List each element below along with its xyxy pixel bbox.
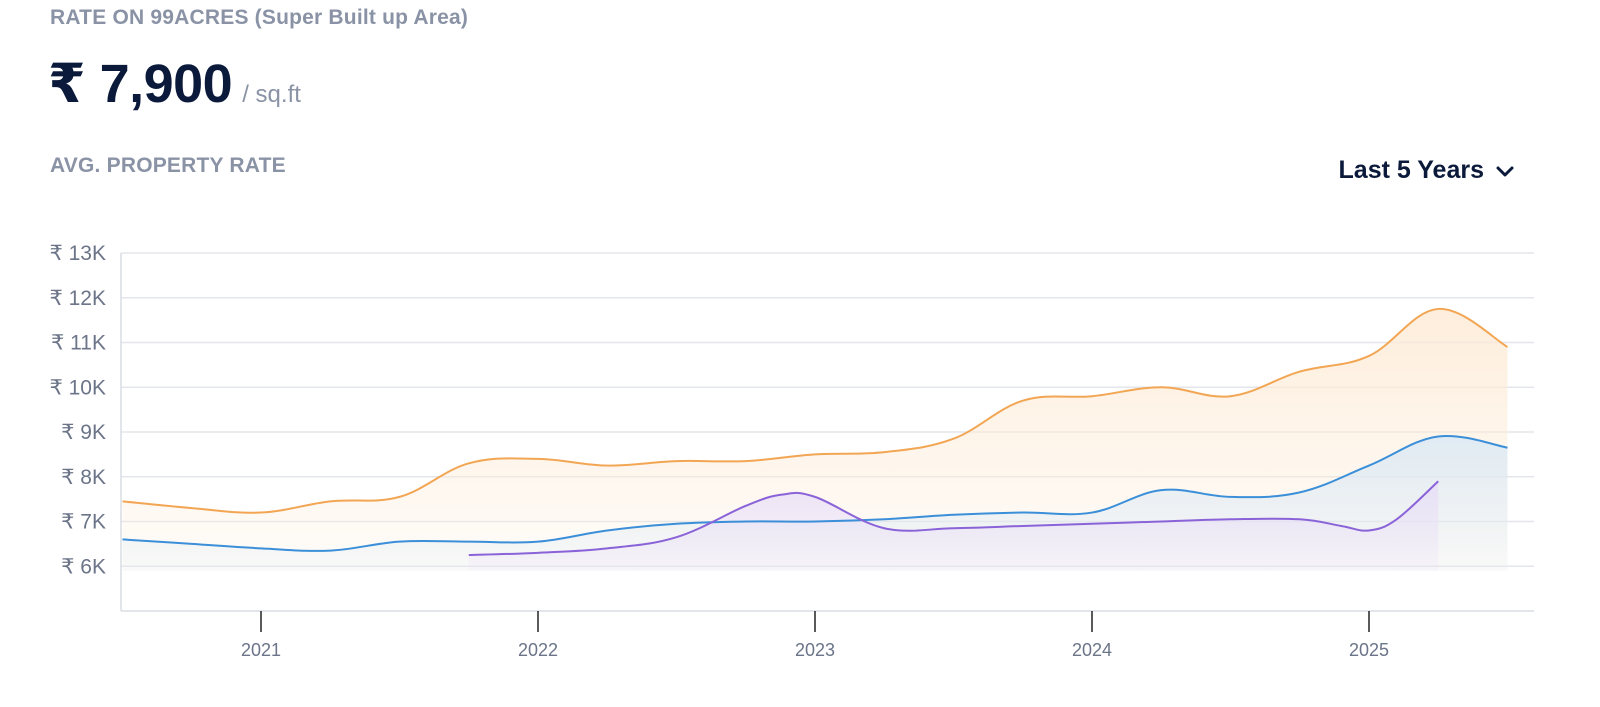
- series-area-2: [468, 481, 1439, 571]
- y-tick-label: ₹ 8K: [61, 466, 106, 489]
- y-tick-label: ₹ 11K: [51, 332, 106, 355]
- time-range-selected: Last 5 Years: [1338, 156, 1484, 184]
- x-tick-label: 2023: [795, 640, 835, 660]
- price-unit: / sq.ft: [242, 81, 301, 108]
- y-tick-label: ₹ 6K: [61, 555, 106, 578]
- x-tick-label: 2022: [518, 640, 558, 660]
- series-line-2: [468, 480, 1439, 557]
- series-line-0: [122, 307, 1509, 514]
- series-areas: [122, 308, 1508, 571]
- series-line-1: [122, 434, 1508, 552]
- y-tick-label: ₹ 12K: [49, 287, 106, 310]
- price-display: ₹ 7,900 / sq.ft: [48, 52, 301, 115]
- y-tick-label: ₹ 10K: [49, 376, 106, 399]
- y-tick-label: ₹ 9K: [61, 421, 106, 444]
- x-tick-label: 2024: [1072, 640, 1112, 660]
- axes: ₹ 6K ₹ 7K ₹ 8K ₹ 9K ₹ 10K ₹ 11K ₹ 12K ₹ 13K 2021…: [49, 242, 1534, 660]
- avg-property-rate-label: AVG. PROPERTY RATE: [50, 154, 286, 177]
- y-tick-label: ₹ 13K: [49, 242, 106, 265]
- series-lines: [122, 307, 1509, 557]
- rate-label: RATE ON 99ACRES (Super Built up Area): [50, 6, 469, 29]
- price-value: ₹ 7,900: [48, 54, 233, 114]
- chevron-down-icon: [1496, 166, 1514, 176]
- x-tick-label: 2021: [241, 640, 281, 660]
- y-tick-label: ₹ 7K: [61, 511, 106, 534]
- x-tick-label: 2025: [1349, 640, 1389, 660]
- time-range-dropdown[interactable]: Last 5 Years: [1339, 156, 1516, 185]
